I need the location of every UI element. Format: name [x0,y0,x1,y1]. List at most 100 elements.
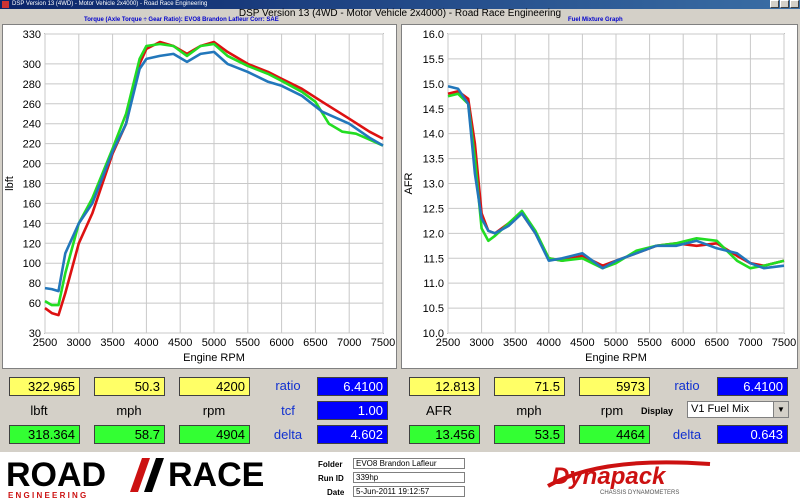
afr-y-tick-label: 10.0 [423,328,444,340]
app-title: DSP Version 13 (4WD - Motor Vehicle 2x40… [238,8,562,19]
left-delta-value: 4.602 [317,425,388,444]
afr-y-tick-label: 12.5 [423,203,444,215]
right-readout-bottom-rpm: 4464 [579,425,650,444]
afr-y-tick-label: 12.0 [423,228,444,240]
dynapack-sub-text: CHASSIS DYNAMOMETERS [600,490,679,496]
right-readout-top-mph: 71.5 [494,377,565,396]
torque-y-tick-label: 60 [29,298,41,310]
window-titlebar[interactable]: DSP Version 13 (4WD) - Motor Vehicle 2x4… [0,0,800,9]
folder-value: EVO8 Brandon Lafleur [353,458,465,469]
minimize-button[interactable] [770,0,779,8]
left-readout-bottom-rpm: 4904 [179,425,250,444]
left-unit-lbft: lbft [30,403,48,418]
afr-series-line-2[interactable] [447,85,785,270]
logo-slash-black [144,458,164,492]
dynapack-logo: Dynapack CHASSIS DYNAMOMETERS [547,460,711,496]
left-tcf-label: tcf [281,403,295,418]
right-readout-top-afr: 12.813 [409,377,480,396]
torque-y-tick-label: 80 [29,278,41,290]
torque-y-tick-label: 200 [23,159,41,171]
afr-x-tick-label: 6000 [671,337,695,349]
afr-x-tick-label: 3000 [469,337,493,349]
torque-x-axis-label: Engine RPM [183,352,245,364]
torque-y-tick-label: 160 [23,198,41,210]
runid-value: 339hp [353,472,465,483]
folder-label: Folder [318,460,343,469]
afr-y-tick-label: 10.5 [423,303,444,315]
window-title: DSP Version 13 (4WD) - Motor Vehicle 2x4… [12,1,208,7]
afr-y-tick-label: 13.5 [423,154,444,166]
afr-x-axis-label: Engine RPM [585,352,647,364]
torque-y-tick-label: 100 [23,258,41,270]
app-icon [2,1,9,8]
display-select[interactable]: V1 Fuel Mix ▼ [687,401,789,418]
date-label: Date [327,488,345,497]
afr-graph-panel: 2500 3000 3500 4000 4500 5000 5500 6000 6500 7000… [401,24,798,369]
afr-y-tick-label: 14.0 [423,129,444,141]
afr-y-tick-label: 14.5 [423,104,444,116]
left-readout-bottom-mph: 58.7 [94,425,165,444]
right-readout-top-rpm: 5973 [579,377,650,396]
afr-y-tick-label: 15.5 [423,54,444,66]
display-label: Display [641,406,674,416]
logo-race-text: RACE [168,456,264,494]
afr-x-tick-label: 7000 [738,337,762,349]
left-graph-subtitle: Torque (Axle Torque ÷ Gear Ratio): EVO8 … [84,17,279,23]
afr-y-tick-label: 13.0 [423,179,444,191]
runid-label: Run ID [318,474,344,483]
afr-y-tick-label: 11.5 [423,253,444,265]
torque-x-tick-label: 7500 [371,337,395,349]
torque-x-tick-label: 5500 [236,337,260,349]
logo-road-text: ROAD [6,456,106,494]
right-unit-mph: mph [516,403,542,418]
torque-y-tick-label: 300 [23,59,41,71]
torque-x-tick-label: 3000 [67,337,91,349]
right-delta-value: 0.643 [717,425,788,444]
logo-slash-red [130,458,150,492]
afr-x-tick-label: 6500 [705,337,729,349]
display-select-value: V1 Fuel Mix [691,403,750,415]
left-readout-top-lbft: 322.965 [9,377,80,396]
afr-x-tick-label: 4000 [537,337,561,349]
afr-x-tick-label: 2500 [436,337,460,349]
left-readout-top-mph: 50.3 [94,377,165,396]
torque-series-line-2[interactable] [44,50,384,293]
torque-chart[interactable]: 2500 3000 3500 4000 4500 5000 5500 6000 6500 7000… [3,25,398,370]
maximize-button[interactable] [780,0,789,8]
afr-x-tick-label: 3500 [503,337,527,349]
date-value: 5-Jun-2011 19:12:57 [353,486,465,497]
dynapack-swoosh [547,460,711,488]
torque-x-tick-label: 4000 [134,337,158,349]
torque-y-tick-label: 30 [29,328,41,340]
chevron-down-icon[interactable]: ▼ [773,402,788,417]
left-delta-label: delta [273,427,303,442]
footer-bar: ROAD RACE E N G I N E E R I N G Folder E… [0,452,800,500]
left-unit-rpm: rpm [202,403,226,418]
left-readout-top-rpm: 4200 [179,377,250,396]
left-tcf-value: 1.00 [317,401,388,420]
torque-x-tick-label: 3500 [100,337,124,349]
logo-engineering-text: E N G I N E E R I N G [8,491,86,500]
afr-chart[interactable]: 2500 3000 3500 4000 4500 5000 5500 6000 6500 7000… [402,25,799,370]
right-ratio-value: 6.4100 [717,377,788,396]
torque-y-tick-label: 120 [23,238,41,250]
torque-x-tick-label: 6500 [303,337,327,349]
right-graph-subtitle: Fuel Mixture Graph [568,17,623,23]
torque-y-tick-label: 220 [23,139,41,151]
torque-x-tick-label: 2500 [33,337,57,349]
torque-y-axis-label: lbft [4,176,16,191]
right-delta-label: delta [672,427,702,442]
torque-x-tick-label: 7000 [337,337,361,349]
close-button[interactable] [790,0,799,8]
afr-x-tick-label: 5500 [637,337,661,349]
torque-x-tick-label: 6000 [269,337,293,349]
afr-y-tick-label: 15.0 [423,79,444,91]
afr-x-tick-label: 5000 [604,337,628,349]
afr-y-axis-label: AFR [403,172,415,194]
left-ratio-value: 6.4100 [317,377,388,396]
right-ratio-label: ratio [674,378,700,393]
right-readout-bottom-afr: 13.456 [409,425,480,444]
afr-x-tick-label: 4500 [570,337,594,349]
left-ratio-label: ratio [275,378,301,393]
